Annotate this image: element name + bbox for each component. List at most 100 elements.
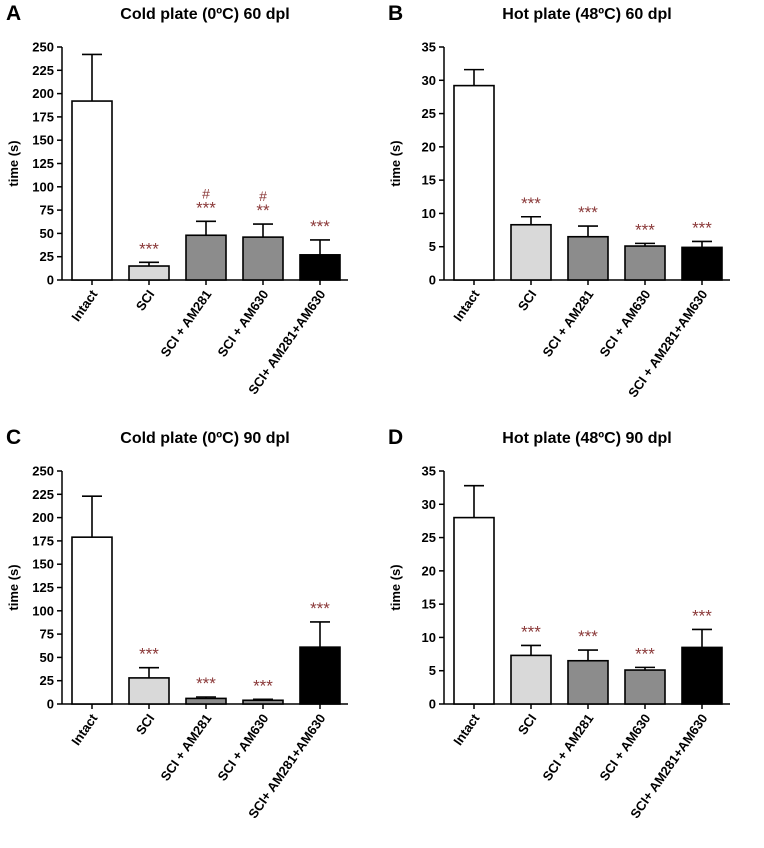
significance-marker: *** xyxy=(635,644,655,663)
x-tick-label: SCI xyxy=(515,711,540,737)
x-tick-label: SCI + AM630 xyxy=(596,287,653,359)
significance-marker: *** xyxy=(139,645,159,664)
y-tick-label: 35 xyxy=(422,40,436,55)
y-tick-label: 125 xyxy=(32,580,54,595)
y-axis-label: time (s) xyxy=(388,140,403,186)
y-tick-label: 25 xyxy=(422,106,436,121)
bar-chart: 0 5 10 15 20 25 30 35 time (s) Intact SCI *** SCI + … xyxy=(388,464,730,821)
bar xyxy=(185,697,227,705)
x-tick-label: SCI + AM281 xyxy=(539,287,596,359)
significance-marker: *** xyxy=(578,203,598,222)
panel-c: C Cold plate (0ºC) 90 dpl 0 25 50 75 100 125 1… xyxy=(0,424,382,848)
panel-letter: A xyxy=(6,2,22,25)
y-tick-label: 0 xyxy=(47,697,54,712)
x-tick-label: SCI xyxy=(133,287,158,313)
bar-chart: 0 25 50 75 100 125 150 175 200 225 250 time (s) Inta… xyxy=(6,464,348,821)
y-tick-label: 250 xyxy=(32,464,54,479)
x-tick-label: SCI + AM281 xyxy=(539,711,596,783)
chart-title: Hot plate (48ºC) 90 dpl xyxy=(502,430,672,447)
y-tick-label: 100 xyxy=(32,179,54,194)
y-tick-label: 25 xyxy=(40,249,54,264)
y-tick-label: 0 xyxy=(429,273,436,288)
x-tick-label: Intact xyxy=(450,711,483,749)
x-tick-label: SCI xyxy=(133,711,158,737)
bar xyxy=(453,84,495,281)
significance-marker: *** xyxy=(310,599,330,618)
bar xyxy=(567,659,609,705)
bar xyxy=(624,245,666,281)
panel-b: B Hot plate (48ºC) 60 dpl 0 5 10 15 20 25 30 35… xyxy=(382,0,764,424)
y-tick-label: 225 xyxy=(32,63,54,78)
significance-marker: *** xyxy=(521,194,541,213)
bar xyxy=(510,223,552,281)
significance-marker: *** xyxy=(310,217,330,236)
y-tick-label: 75 xyxy=(40,203,54,218)
y-tick-label: 15 xyxy=(422,173,436,188)
y-tick-label: 15 xyxy=(422,597,436,612)
y-tick-label: 175 xyxy=(32,109,54,124)
significance-marker: # xyxy=(202,185,210,201)
bar xyxy=(681,246,723,281)
bar-chart: 0 5 10 15 20 25 30 35 time (s) Intact SCI *** SCI + … xyxy=(388,40,730,400)
y-tick-label: 200 xyxy=(32,510,54,525)
y-tick-label: 200 xyxy=(32,86,54,101)
bar xyxy=(242,236,284,281)
y-tick-label: 250 xyxy=(32,40,54,55)
chart-title: Hot plate (48ºC) 60 dpl xyxy=(502,6,672,23)
y-tick-label: 75 xyxy=(40,627,54,642)
y-tick-label: 150 xyxy=(32,133,54,148)
significance-marker: *** xyxy=(139,239,159,258)
chart-title: Cold plate (0ºC) 60 dpl xyxy=(120,6,290,23)
y-tick-label: 20 xyxy=(422,139,436,154)
bar xyxy=(510,654,552,705)
panel-a: A Cold plate (0ºC) 60 dpl 0 25 50 75 100 125 1… xyxy=(0,0,382,424)
significance-marker: *** xyxy=(521,622,541,641)
y-tick-label: 225 xyxy=(32,487,54,502)
y-tick-label: 50 xyxy=(40,650,54,665)
significance-marker: *** xyxy=(196,674,216,693)
bar xyxy=(71,100,113,281)
significance-marker: ** xyxy=(256,201,270,220)
x-tick-label: SCI + AM630 xyxy=(214,287,271,359)
bar xyxy=(71,536,113,705)
bar-chart: 0 25 50 75 100 125 150 175 200 225 250 time (s) Inta… xyxy=(6,40,348,397)
y-axis-label: time (s) xyxy=(6,564,21,610)
bar xyxy=(128,265,170,281)
panel-letter: B xyxy=(388,2,404,25)
x-tick-label: SCI xyxy=(515,287,540,313)
y-axis-label: time (s) xyxy=(6,140,21,186)
bar xyxy=(299,254,341,281)
significance-marker: # xyxy=(259,188,267,204)
y-tick-label: 25 xyxy=(422,530,436,545)
bar xyxy=(242,699,284,705)
bar xyxy=(299,646,341,705)
bar xyxy=(624,669,666,705)
bar xyxy=(453,516,495,705)
y-tick-label: 25 xyxy=(40,673,54,688)
y-tick-label: 0 xyxy=(429,697,436,712)
y-tick-label: 50 xyxy=(40,226,54,241)
y-tick-label: 5 xyxy=(429,663,436,678)
significance-marker: *** xyxy=(196,198,216,217)
bar xyxy=(681,646,723,705)
significance-marker: *** xyxy=(578,627,598,646)
x-tick-label: SCI + AM630 xyxy=(214,711,271,783)
x-tick-label: SCI + AM281 xyxy=(157,711,214,783)
y-tick-label: 0 xyxy=(47,273,54,288)
x-tick-label: SCI + AM630 xyxy=(596,711,653,783)
panel-letter: C xyxy=(6,426,22,449)
y-tick-label: 5 xyxy=(429,239,436,254)
y-tick-label: 150 xyxy=(32,557,54,572)
panel-d: D Hot plate (48ºC) 90 dpl 0 5 10 15 20 25 30 35… xyxy=(382,424,764,848)
significance-marker: *** xyxy=(253,676,273,695)
y-tick-label: 125 xyxy=(32,156,54,171)
bar xyxy=(185,234,227,281)
significance-marker: *** xyxy=(692,218,712,237)
significance-marker: *** xyxy=(635,220,655,239)
x-tick-label: Intact xyxy=(68,711,101,749)
y-tick-label: 100 xyxy=(32,603,54,618)
panel-letter: D xyxy=(388,426,404,449)
y-tick-label: 30 xyxy=(422,497,436,512)
chart-title: Cold plate (0ºC) 90 dpl xyxy=(120,430,290,447)
significance-marker: *** xyxy=(692,606,712,625)
